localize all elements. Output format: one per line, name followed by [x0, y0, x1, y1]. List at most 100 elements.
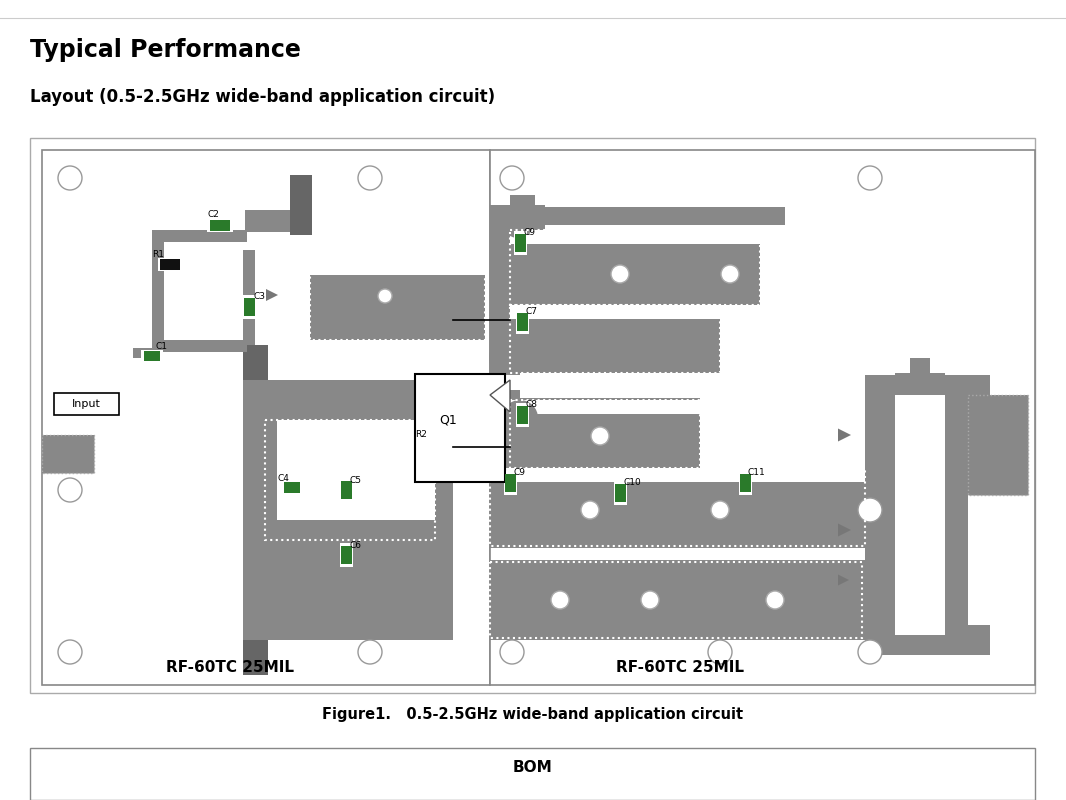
Bar	[510, 305, 720, 373]
Circle shape	[611, 265, 629, 283]
Bar	[490, 205, 530, 320]
Bar	[615, 502, 625, 505]
Circle shape	[431, 408, 455, 432]
Polygon shape	[266, 289, 278, 301]
Bar	[207, 218, 233, 231]
Bar	[968, 395, 1028, 495]
Bar	[54, 393, 119, 415]
Bar	[245, 210, 300, 232]
Bar	[265, 420, 435, 540]
Bar	[341, 543, 351, 546]
Bar	[865, 625, 965, 655]
Circle shape	[58, 640, 82, 664]
Bar	[517, 424, 527, 427]
Bar	[515, 234, 526, 252]
Bar	[310, 260, 485, 275]
Circle shape	[591, 427, 609, 445]
Bar	[340, 546, 352, 564]
Text: Q1: Q1	[439, 414, 457, 426]
Text: Figure1.   0.5-2.5GHz wide-band application circuit: Figure1. 0.5-2.5GHz wide-band applicatio…	[322, 706, 744, 722]
Circle shape	[766, 591, 784, 609]
Bar	[341, 564, 351, 567]
Bar	[490, 468, 870, 548]
Bar	[490, 205, 545, 230]
Bar	[510, 398, 700, 468]
Text: C7: C7	[524, 307, 537, 316]
Bar	[30, 748, 1035, 800]
Bar	[281, 481, 303, 494]
Bar	[490, 408, 545, 428]
Text: C2: C2	[208, 210, 220, 219]
Circle shape	[711, 501, 729, 519]
Bar	[516, 310, 529, 334]
Bar	[741, 471, 749, 474]
Text: RF-60TC 25MIL: RF-60TC 25MIL	[616, 661, 744, 675]
Bar	[310, 260, 485, 340]
Bar	[490, 470, 865, 546]
Bar	[152, 230, 164, 350]
Bar	[42, 443, 60, 465]
Bar	[516, 403, 529, 427]
Bar	[865, 375, 895, 655]
Text: C11: C11	[748, 468, 765, 477]
Polygon shape	[838, 574, 849, 586]
Bar	[340, 481, 352, 499]
Text: C9: C9	[523, 228, 535, 237]
Bar	[490, 320, 520, 375]
Bar	[516, 252, 524, 255]
Bar	[517, 310, 527, 313]
Bar	[210, 219, 230, 230]
Bar	[421, 440, 429, 454]
Bar	[490, 390, 520, 510]
Bar	[284, 482, 300, 493]
Bar	[420, 438, 430, 456]
Bar	[265, 520, 435, 542]
Bar	[152, 230, 247, 242]
Bar	[160, 258, 180, 270]
Bar	[895, 395, 944, 635]
Circle shape	[502, 206, 534, 238]
Bar	[910, 358, 930, 376]
Text: C10: C10	[623, 478, 641, 487]
Bar	[614, 484, 626, 502]
Bar	[133, 348, 158, 358]
Bar	[243, 345, 268, 675]
Bar	[265, 420, 435, 540]
Bar	[30, 138, 1035, 693]
Polygon shape	[838, 523, 851, 537]
Bar	[243, 250, 255, 370]
Bar	[141, 350, 163, 362]
Text: Typical Performance: Typical Performance	[30, 38, 301, 62]
Text: C9: C9	[513, 468, 524, 477]
Bar	[510, 230, 760, 305]
Bar	[339, 543, 353, 567]
Circle shape	[986, 433, 1010, 457]
Bar	[281, 482, 284, 491]
Bar	[968, 395, 1028, 495]
Bar	[514, 231, 527, 255]
Polygon shape	[490, 380, 510, 412]
Bar	[895, 373, 944, 385]
Text: Input: Input	[71, 399, 100, 409]
Bar	[42, 435, 94, 473]
Bar	[614, 481, 627, 505]
Bar	[510, 207, 785, 225]
Bar	[242, 295, 256, 319]
Bar	[230, 221, 233, 230]
Bar	[739, 471, 752, 495]
Bar	[510, 230, 760, 244]
Circle shape	[708, 640, 732, 664]
Bar	[490, 560, 865, 640]
Bar	[160, 352, 163, 360]
Circle shape	[858, 166, 882, 190]
Bar	[503, 471, 517, 495]
Bar	[505, 492, 515, 495]
Bar	[415, 374, 505, 482]
Bar	[940, 375, 990, 405]
Bar	[517, 313, 528, 331]
Bar	[158, 258, 182, 270]
Bar	[490, 468, 865, 482]
Bar	[243, 298, 255, 316]
Bar	[290, 175, 312, 235]
Circle shape	[58, 478, 82, 502]
